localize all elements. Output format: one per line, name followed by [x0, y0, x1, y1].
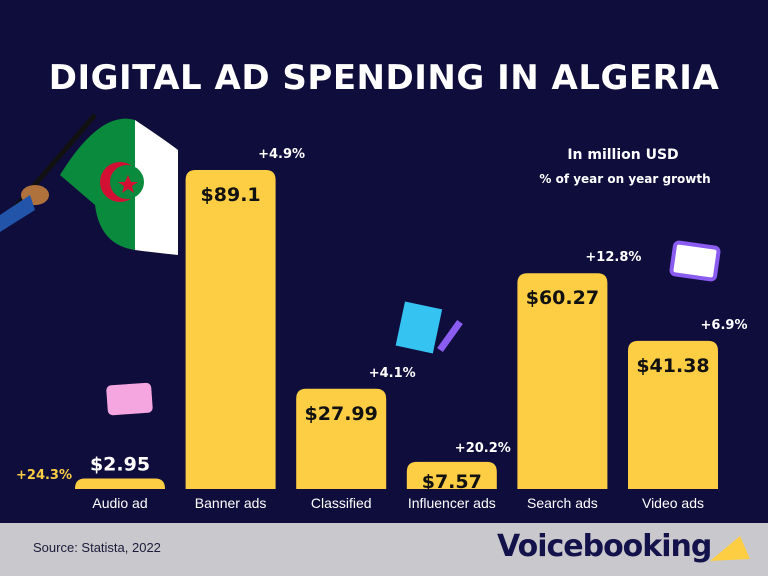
radio-icon	[106, 382, 153, 416]
bar	[406, 461, 497, 489]
value-label: $27.99	[305, 403, 378, 425]
algeria-flag-icon	[0, 113, 178, 255]
category-label: Video ads	[642, 495, 704, 511]
category-label: Classified	[311, 495, 372, 511]
chart-title: DIGITAL AD SPENDING IN ALGERIA	[48, 58, 720, 98]
value-label: $41.38	[636, 355, 709, 377]
bar	[628, 340, 718, 489]
tv-icon	[669, 240, 721, 282]
footer: Source: Statista, 2022 Voicebooking	[0, 523, 768, 576]
value-label: $89.1	[201, 184, 261, 206]
bar-chart: $2.95 Audio ad +24.3% $89.1 Banner ads +4.9% $…	[0, 113, 748, 511]
growth-label: +20.2%	[455, 441, 511, 456]
category-label: Influencer ads	[408, 495, 496, 511]
growth-label: +6.9%	[701, 318, 748, 333]
bar	[185, 170, 276, 489]
bar	[517, 273, 608, 489]
bar	[296, 388, 387, 489]
growth-legend: % of year on year growth	[539, 172, 711, 186]
growth-label: +4.1%	[369, 366, 416, 381]
growth-label: +12.8%	[585, 250, 641, 265]
brand-logo: Voicebooking	[497, 529, 712, 564]
growth-label: +4.9%	[258, 147, 305, 162]
category-label: Banner ads	[195, 495, 267, 511]
notepad-icon	[395, 301, 463, 354]
category-label: Search ads	[527, 495, 598, 511]
bar	[75, 478, 165, 489]
megaphone-icon	[710, 536, 750, 561]
value-label: $7.57	[422, 471, 482, 493]
value-label: $2.95	[90, 453, 150, 475]
growth-label: +24.3%	[16, 468, 72, 483]
value-label: $60.27	[526, 287, 599, 309]
category-label: Audio ad	[92, 495, 147, 511]
unit-label: In million USD	[567, 147, 679, 163]
source-text: Source: Statista, 2022	[33, 540, 161, 555]
